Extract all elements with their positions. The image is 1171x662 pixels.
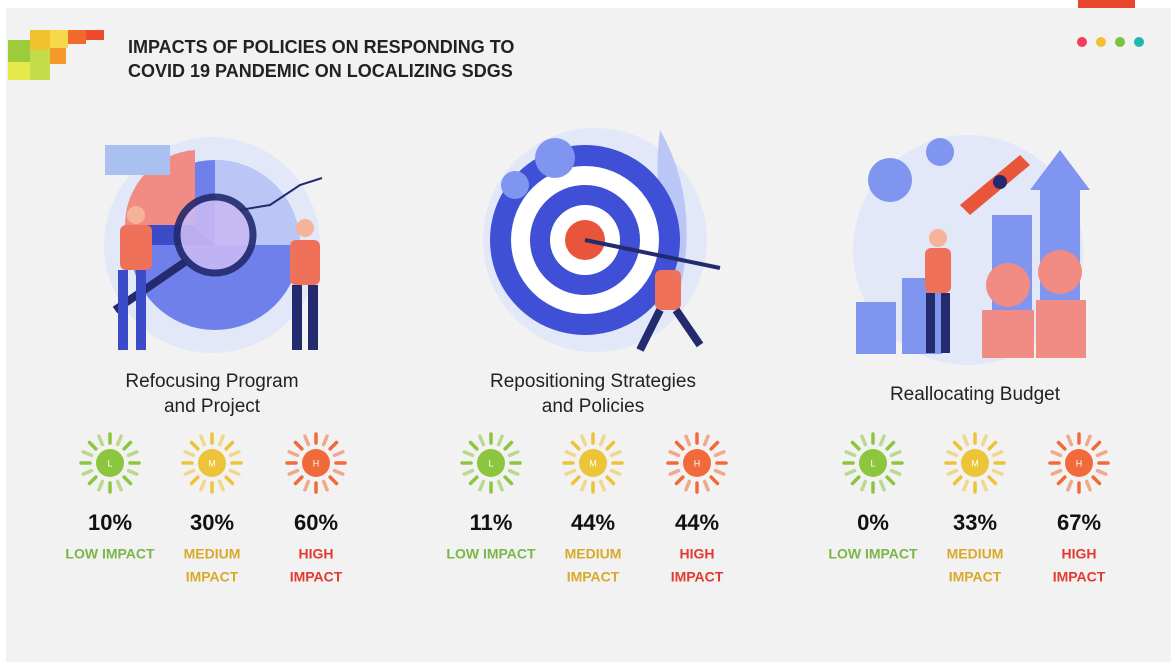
impact-label: LOW IMPACT — [65, 546, 155, 562]
illustration-budget — [853, 135, 1090, 365]
impact-label: MEDIUM — [184, 546, 241, 562]
panel-title: and Project — [164, 396, 261, 417]
impact-percent: 60% — [294, 510, 338, 535]
impact-label: MEDIUM — [947, 546, 1004, 562]
impact-label: IMPACT — [1053, 569, 1106, 585]
impact-percent: 33% — [953, 510, 997, 535]
impact-label: IMPACT — [567, 569, 620, 585]
impact-icon-letter: H — [313, 458, 320, 468]
impact-label: HIGH — [1062, 546, 1097, 562]
impact-percent: 44% — [675, 510, 719, 535]
impact-label: IMPACT — [186, 569, 239, 585]
impact-percent: 11% — [470, 510, 513, 535]
impact-percent: 0% — [857, 510, 889, 535]
impact-icon-letter: M — [208, 458, 216, 468]
impact-icon-letter: H — [694, 458, 701, 468]
impact-label: LOW IMPACT — [446, 546, 536, 562]
impact-percent: 44% — [571, 510, 615, 535]
corner-tab — [1078, 0, 1135, 8]
title-line: IMPACTS OF POLICIES ON RESPONDING TO — [128, 37, 514, 57]
impact-icon-letter: L — [870, 458, 875, 468]
infographic: IMPACTS OF POLICIES ON RESPONDING TO COV… — [0, 0, 1171, 662]
panel-title: Reallocating Budget — [890, 384, 1061, 405]
impact-icon-letter: L — [107, 458, 112, 468]
impact-percent: 67% — [1057, 510, 1101, 535]
panel-title: and Policies — [542, 396, 644, 417]
impact-label: IMPACT — [671, 569, 724, 585]
page: IMPACTS OF POLICIES ON RESPONDING TO COV… — [0, 0, 1171, 662]
impact-label: HIGH — [299, 546, 334, 562]
impact-label: LOW IMPACT — [828, 546, 918, 562]
impact-percent: 10% — [88, 510, 132, 535]
impact-icon-letter: M — [589, 458, 597, 468]
impact-label: IMPACT — [949, 569, 1002, 585]
impact-percent: 30% — [190, 510, 234, 535]
impact-label: IMPACT — [290, 569, 343, 585]
impact-icon-letter: M — [971, 458, 979, 468]
impact-icon-letter: L — [488, 458, 493, 468]
panel-title: Refocusing Program — [125, 371, 298, 392]
title-line: COVID 19 PANDEMIC ON LOCALIZING SDGS — [128, 61, 513, 81]
panel-title: Repositioning Strategies — [490, 371, 696, 392]
impact-label: MEDIUM — [565, 546, 622, 562]
impact-label: HIGH — [680, 546, 715, 562]
impact-icon-letter: H — [1076, 458, 1083, 468]
